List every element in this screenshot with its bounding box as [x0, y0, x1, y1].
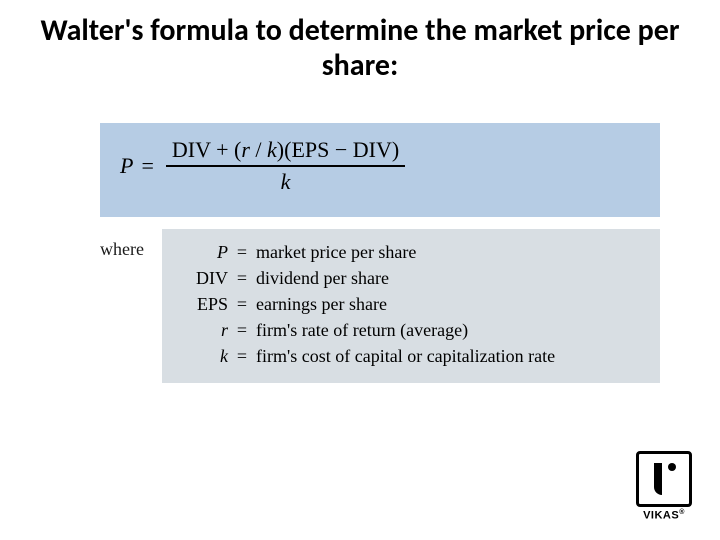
page-title: Walter's formula to determine the market… — [40, 14, 680, 83]
logo-text: VIKAS® — [636, 509, 692, 522]
slide: Walter's formula to determine the market… — [0, 0, 720, 540]
definition-desc: market price per share — [256, 239, 642, 265]
definitions-box: P=market price per shareDIV=dividend per… — [162, 229, 660, 383]
formula: P = DIV + (r / k)(EPS − DIV) k — [120, 137, 640, 195]
definition-equals: = — [228, 317, 256, 343]
formula-lhs: P — [120, 153, 133, 179]
definition-row: k=firm's cost of capital or capitalizati… — [180, 343, 642, 369]
formula-numerator: DIV + (r / k)(EPS − DIV) — [166, 137, 405, 165]
definition-symbol: EPS — [180, 291, 228, 317]
where-label: where — [100, 229, 162, 383]
definition-equals: = — [228, 291, 256, 317]
definition-equals: = — [228, 239, 256, 265]
logo: VIKAS® — [636, 451, 692, 522]
formula-fraction: DIV + (r / k)(EPS − DIV) k — [166, 137, 405, 195]
formula-equals: = — [141, 153, 153, 179]
definition-row: r=firm's rate of return (average) — [180, 317, 642, 343]
definition-symbol: P — [180, 239, 228, 265]
definition-row: EPS=earnings per share — [180, 291, 642, 317]
definition-desc: firm's rate of return (average) — [256, 317, 642, 343]
definition-symbol: DIV — [180, 265, 228, 291]
definition-equals: = — [228, 265, 256, 291]
definition-desc: dividend per share — [256, 265, 642, 291]
definitions-region: where P=market price per shareDIV=divide… — [100, 229, 660, 383]
definition-symbol: k — [180, 343, 228, 369]
definition-equals: = — [228, 343, 256, 369]
definition-desc: earnings per share — [256, 291, 642, 317]
logo-icon — [636, 451, 692, 507]
formula-box: P = DIV + (r / k)(EPS − DIV) k — [100, 123, 660, 217]
definition-symbol: r — [180, 317, 228, 343]
definition-row: P=market price per share — [180, 239, 642, 265]
definition-desc: firm's cost of capital or capitalization… — [256, 343, 642, 369]
definition-row: DIV=dividend per share — [180, 265, 642, 291]
formula-denominator: k — [275, 167, 297, 195]
